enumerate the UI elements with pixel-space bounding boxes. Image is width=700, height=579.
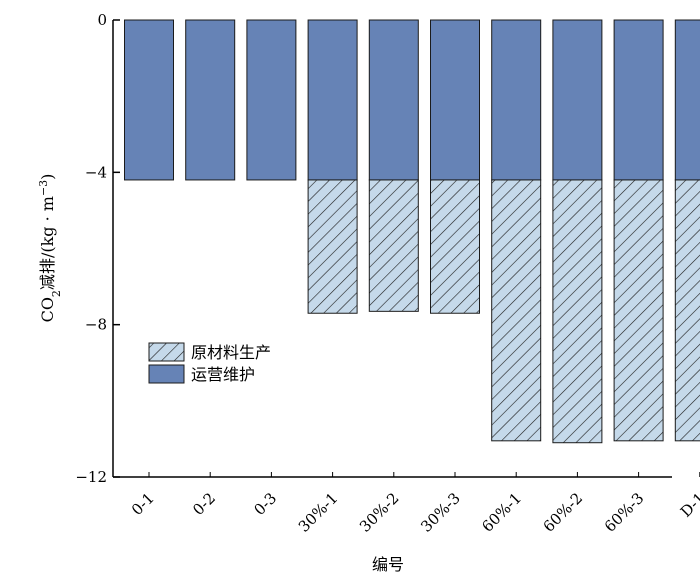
bar-operation-maintenance-60%-1 (491, 19, 542, 181)
y-axis-title: CO2减排/(kg · m−3) (37, 174, 63, 323)
x-tick-label: 30%-1 (295, 489, 342, 536)
bar-material-production-30%-3 (430, 179, 480, 314)
x-ticks: 0-1 0-2 0-3 30%-1 30%-2 30%-3 60%-1 60%-2 60%-3 D… (128, 472, 700, 536)
bar-material-production-60%-3 (613, 179, 664, 442)
y-ticks: 0 −4 −8 −12 (75, 11, 120, 486)
legend-label: 运营维护 (191, 365, 255, 384)
bar-operation-maintenance-30%-3 (430, 19, 480, 181)
bar-operation-maintenance-30%-1 (307, 19, 358, 181)
x-tick-label: 0-2 (189, 489, 219, 519)
y-tick-label: −8 (85, 316, 107, 334)
legend-swatch-operation-maintenance (148, 364, 185, 384)
x-tick-label: D-1 (677, 489, 700, 521)
legend-swatch-material-production (148, 342, 185, 362)
x-tick-label: 60%-3 (601, 489, 648, 536)
x-tick-label: 60%-1 (478, 489, 525, 536)
x-axis-title: 编号 (372, 555, 404, 574)
bar-operation-maintenance-60%-3 (613, 19, 664, 181)
legend-label: 原材料生产 (191, 343, 271, 362)
bar-operation-maintenance-30%-2 (368, 19, 419, 181)
x-tick-label: 30%-3 (417, 489, 464, 536)
bar-material-production-D-1 (674, 179, 700, 442)
y-tick-label: −12 (75, 468, 107, 486)
bar-material-production-60%-1 (491, 179, 542, 442)
x-tick-label: 30%-2 (356, 489, 403, 536)
bar-material-production-30%-2 (368, 179, 419, 312)
bar-operation-maintenance-0-3 (246, 19, 297, 181)
bar-operation-maintenance-D-1 (674, 19, 700, 181)
axes-layer (112, 20, 672, 478)
y-tick-label: 0 (97, 11, 107, 29)
y-tick-label: −4 (85, 163, 107, 181)
bars-layer (124, 19, 700, 444)
bar-operation-maintenance-60%-2 (552, 19, 603, 181)
bar-operation-maintenance-0-2 (185, 19, 236, 181)
x-tick-label: 0-3 (250, 489, 280, 519)
x-tick-label: 60%-2 (540, 489, 587, 536)
bar-material-production-60%-2 (552, 179, 603, 444)
x-tick-label: 0-1 (128, 489, 158, 519)
bar-operation-maintenance-0-1 (124, 19, 174, 181)
bar-material-production-30%-1 (307, 179, 358, 314)
